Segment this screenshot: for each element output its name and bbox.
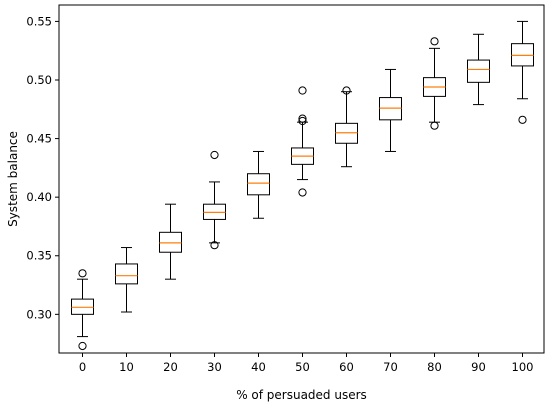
box-iqr: [467, 59, 490, 83]
box-iqr: [115, 263, 138, 285]
flier-point: [298, 114, 307, 123]
x-tick-label: 50: [295, 360, 310, 374]
flier-point: [298, 116, 307, 126]
y-tick-label: 0.30: [26, 307, 52, 321]
y-tick-label: 0.40: [26, 190, 52, 204]
x-tick-label: 60: [339, 360, 354, 374]
flier-point: [298, 86, 307, 95]
plot-area: [58, 4, 545, 354]
box-50: [291, 86, 314, 197]
box-0: [71, 269, 94, 351]
box-80: [423, 37, 446, 130]
box-100: [511, 20, 534, 124]
box-30: [203, 150, 226, 250]
y-axis: 0.30 0.35 0.40 0.45 0.50 0.55: [26, 14, 59, 321]
box-70: [379, 68, 402, 152]
x-axis-label: % of persuaded users: [236, 388, 367, 402]
flier-point: [342, 86, 351, 95]
box-10: [115, 247, 138, 313]
box-20: [159, 203, 182, 280]
flier-point: [78, 341, 87, 351]
flier-point: [430, 121, 439, 130]
x-tick-label: 80: [427, 360, 442, 374]
boxes: [71, 20, 534, 351]
flier-point: [430, 37, 439, 46]
x-axis: 0 10 20 30 40 50 60 70 80 90 100: [79, 353, 534, 374]
x-tick-label: 90: [471, 360, 486, 374]
box-60: [335, 86, 358, 168]
y-tick-label: 0.45: [26, 132, 52, 146]
x-tick-label: 20: [163, 360, 178, 374]
x-tick-label: 100: [512, 360, 534, 374]
y-tick-label: 0.55: [26, 14, 52, 28]
y-tick-label: 0.50: [26, 73, 52, 87]
x-tick-label: 70: [383, 360, 398, 374]
box-40: [247, 150, 270, 219]
flier-point: [298, 188, 307, 197]
box-iqr: [247, 173, 270, 196]
flier-point: [210, 241, 219, 250]
flier-point: [210, 150, 219, 160]
x-tick-label: 40: [251, 360, 266, 374]
y-tick-label: 0.35: [26, 249, 52, 263]
box-90: [467, 33, 490, 106]
y-axis-label: System balance: [6, 131, 20, 227]
x-tick-label: 0: [79, 360, 86, 374]
flier-point: [78, 269, 87, 278]
x-tick-label: 10: [119, 360, 134, 374]
x-tick-label: 30: [207, 360, 222, 374]
flier-point: [518, 115, 527, 124]
